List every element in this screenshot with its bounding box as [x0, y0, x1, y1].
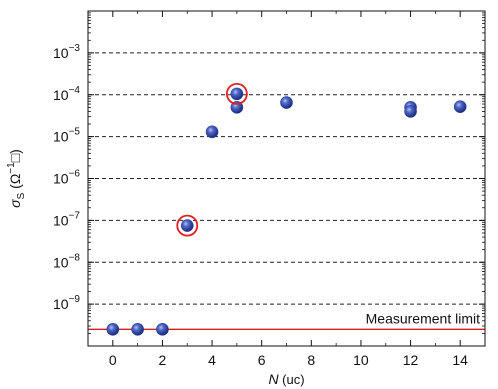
grid-lines [88, 52, 485, 305]
x-tick-label: 2 [159, 352, 167, 368]
data-point [180, 219, 194, 232]
y-tick-label: 10−3 [53, 43, 80, 61]
data-point [106, 323, 120, 336]
data-point [230, 87, 244, 101]
x-tick-label: 10 [353, 352, 369, 368]
x-tick-label: 8 [307, 352, 315, 368]
y-tick-label: 10−7 [53, 210, 80, 228]
y-tick-label: 10−4 [53, 85, 80, 103]
x-tick-label: 0 [109, 352, 117, 368]
data-point [131, 323, 144, 336]
data-points [106, 82, 467, 336]
measurement-limit-group: Measurement limit [88, 310, 485, 330]
data-point [230, 101, 244, 114]
x-tick-label: 12 [403, 352, 419, 368]
data-point [404, 105, 417, 118]
data-point [453, 100, 467, 113]
x-tick-label: 6 [258, 352, 266, 368]
x-axis-title: N (uc) [268, 371, 304, 387]
data-point [280, 96, 293, 109]
data-point [205, 125, 219, 139]
y-tick-label: 10−9 [53, 294, 80, 312]
x-tick-label: 14 [452, 352, 468, 368]
y-tick-label: 10−6 [53, 169, 80, 187]
highlight-ring [176, 214, 199, 237]
y-tick-label: 10−8 [53, 252, 80, 270]
measurement-limit-label: Measurement limit [366, 310, 480, 326]
y-axis-title: σS (Ω−1□) [6, 149, 27, 208]
y-tick-label: 10−5 [53, 127, 80, 145]
x-tick-label: 4 [208, 352, 216, 368]
highlight-ring [225, 82, 248, 105]
data-point [156, 323, 169, 336]
axis-ticks [87, 10, 486, 347]
